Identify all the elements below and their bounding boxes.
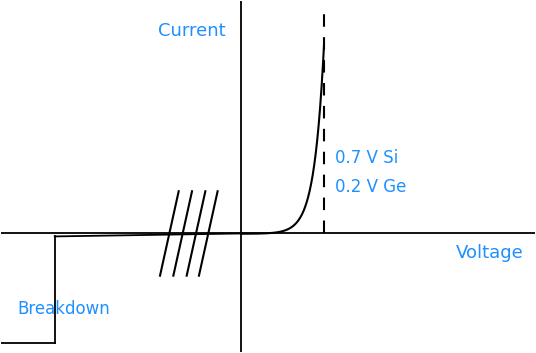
Text: Voltage: Voltage [456, 244, 524, 262]
Text: 0.7 V Si: 0.7 V Si [334, 149, 398, 167]
Text: Breakdown: Breakdown [17, 300, 110, 318]
Text: 0.2 V Ge: 0.2 V Ge [334, 178, 406, 196]
Text: Current: Current [158, 23, 225, 41]
